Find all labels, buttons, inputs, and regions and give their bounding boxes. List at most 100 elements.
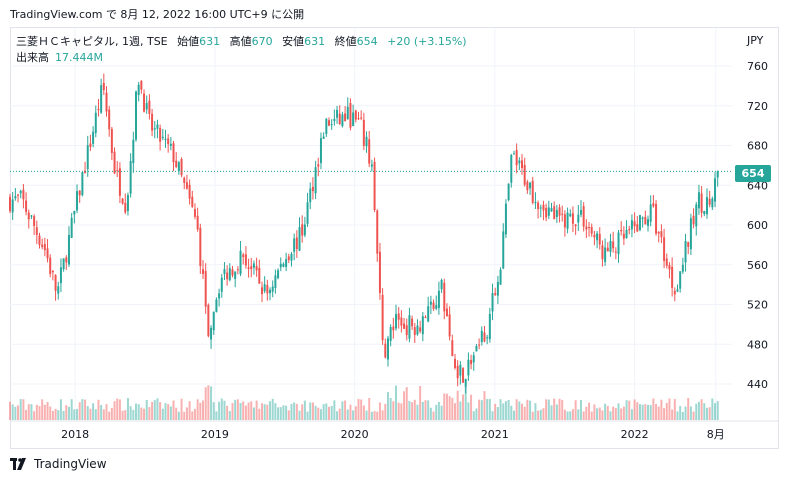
candle-body bbox=[239, 250, 242, 275]
candle-body bbox=[480, 330, 483, 343]
volume-bar bbox=[397, 402, 400, 420]
candle-body bbox=[51, 271, 54, 273]
volume-bar bbox=[35, 404, 38, 420]
candle-body bbox=[424, 317, 427, 319]
candle-body bbox=[448, 314, 451, 337]
candle-body bbox=[110, 128, 113, 153]
y-axis-ticks: 760 720 680 640 600 560 520 480 440 bbox=[747, 60, 768, 391]
candle-body bbox=[555, 209, 558, 218]
volume-bar bbox=[395, 385, 398, 420]
volume-bar bbox=[336, 411, 339, 420]
volume-bar bbox=[427, 400, 430, 420]
volume-bar bbox=[510, 405, 513, 420]
candle-body bbox=[215, 299, 218, 312]
candle-body bbox=[413, 327, 416, 336]
candle-body bbox=[550, 208, 553, 212]
candle-body bbox=[703, 210, 706, 215]
volume-bar bbox=[250, 401, 253, 420]
candle-body bbox=[368, 139, 371, 164]
candle-body bbox=[9, 196, 11, 212]
volume-bar bbox=[11, 404, 14, 420]
volume-bar bbox=[705, 407, 708, 420]
volume-bar bbox=[598, 407, 601, 420]
candle-body bbox=[467, 359, 470, 376]
volume-bar bbox=[376, 411, 379, 420]
volume-bar bbox=[25, 409, 28, 420]
volume-bar bbox=[132, 409, 135, 420]
candle-body bbox=[121, 198, 124, 204]
volume-bar bbox=[108, 411, 111, 420]
volume-bar bbox=[668, 398, 671, 420]
candle-body bbox=[175, 160, 178, 167]
volume-bar bbox=[290, 403, 293, 420]
candle-body bbox=[593, 234, 596, 238]
volume-bar bbox=[223, 400, 226, 420]
candle-body bbox=[207, 304, 210, 337]
volume-bar bbox=[306, 411, 309, 420]
candle-body bbox=[279, 263, 282, 268]
candle-body bbox=[188, 184, 191, 199]
volume-bar bbox=[697, 401, 700, 420]
candle-body bbox=[258, 267, 261, 284]
volume-bar bbox=[676, 411, 679, 420]
candle-body bbox=[325, 118, 328, 134]
symbol-label[interactable]: 三菱ＨＣキャピタル, 1週, TSE bbox=[16, 35, 168, 48]
volume-bar bbox=[328, 406, 331, 420]
volume-bar bbox=[220, 398, 223, 420]
candle-body bbox=[143, 93, 146, 112]
volume-bar bbox=[389, 398, 392, 420]
volume-bar bbox=[231, 403, 234, 420]
volume-bar bbox=[429, 407, 432, 420]
volume-bar bbox=[714, 403, 717, 420]
volume-bar bbox=[113, 401, 116, 420]
candle-body bbox=[336, 109, 339, 118]
high-value: 670 bbox=[251, 35, 273, 48]
candle-body bbox=[43, 244, 46, 250]
candle-body bbox=[577, 214, 580, 223]
candle-body bbox=[260, 287, 263, 295]
volume-label: 出来高 bbox=[16, 51, 49, 64]
volume-bar bbox=[269, 401, 272, 420]
candle-body bbox=[601, 245, 604, 260]
candle-body bbox=[636, 224, 639, 232]
volume-bar bbox=[311, 402, 314, 420]
volume-bar bbox=[218, 401, 221, 420]
volume-bar bbox=[349, 404, 352, 420]
candle-body bbox=[236, 269, 239, 271]
candle-body bbox=[470, 359, 473, 365]
footer-brand[interactable]: TradingView bbox=[10, 457, 107, 471]
candle-body bbox=[306, 202, 309, 224]
candle-body bbox=[512, 153, 515, 155]
candle-body bbox=[451, 340, 454, 357]
candle-body bbox=[486, 337, 489, 339]
volume-bar bbox=[156, 398, 159, 420]
volume-bar bbox=[92, 403, 95, 420]
candle-body bbox=[435, 305, 438, 309]
candle-body bbox=[269, 289, 272, 294]
candle-body bbox=[298, 227, 301, 251]
volume-bar bbox=[41, 399, 44, 420]
volume-bar bbox=[185, 407, 188, 420]
volume-bar bbox=[279, 407, 282, 420]
candle-body bbox=[344, 113, 347, 122]
volume-bar bbox=[499, 399, 502, 420]
candle-body bbox=[338, 113, 341, 124]
volume-bar bbox=[644, 404, 647, 420]
volume-bar bbox=[494, 403, 497, 420]
candle-body bbox=[620, 229, 623, 232]
volume-bar bbox=[563, 409, 566, 420]
volume-bar bbox=[252, 407, 255, 420]
volume-bar bbox=[202, 400, 205, 420]
candle-body bbox=[27, 212, 30, 220]
y-tick-label: 520 bbox=[747, 299, 768, 312]
candle-body bbox=[108, 109, 111, 130]
volume-bar bbox=[59, 399, 62, 420]
candle-body bbox=[365, 136, 368, 147]
volume-bar bbox=[22, 399, 25, 420]
candle-body bbox=[314, 167, 317, 194]
candle-body bbox=[676, 289, 679, 292]
volume-bar bbox=[228, 411, 231, 420]
candle-body bbox=[247, 267, 250, 269]
currency-label: JPY bbox=[747, 34, 764, 47]
